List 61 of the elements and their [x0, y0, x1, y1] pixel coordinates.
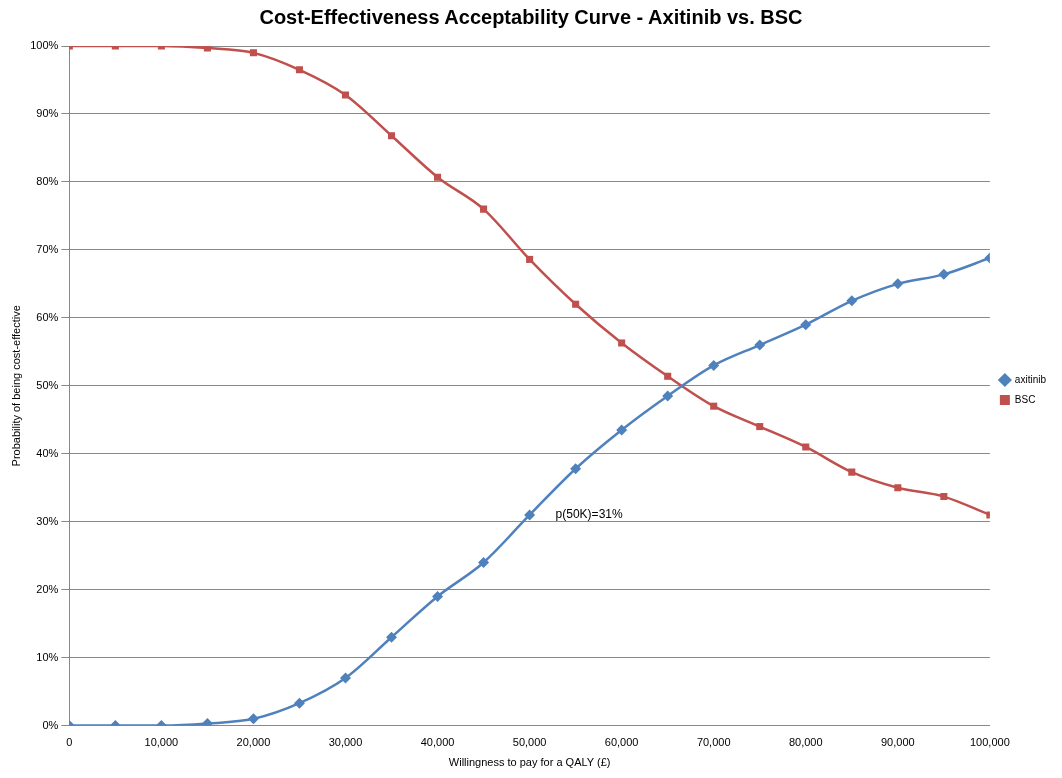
y-tick-label: 20% [36, 582, 59, 595]
point [662, 390, 674, 402]
point [293, 697, 305, 709]
x-tick-label: 70,000 [696, 736, 731, 749]
point [802, 443, 810, 451]
point [526, 255, 534, 263]
point [848, 468, 856, 476]
point [892, 278, 904, 290]
point [570, 463, 582, 475]
y-tick-label: 60% [36, 310, 59, 323]
annotation: p(50K)=31% [555, 507, 623, 522]
point [938, 268, 950, 280]
y-tick-label: 10% [36, 650, 59, 663]
point [478, 557, 490, 568]
legend-label: axitinib [1014, 373, 1047, 385]
x-tick-label: 80,000 [788, 736, 823, 749]
x-tick-label: 90,000 [880, 736, 915, 749]
chart-title: Cost-Effectiveness Acceptability Curve - Axitinib vs. BSC [259, 5, 803, 28]
y-tick-label: 50% [36, 378, 59, 391]
point [341, 91, 350, 99]
point [247, 713, 259, 725]
point [480, 205, 488, 213]
point [846, 295, 858, 307]
y-tick-label: 90% [36, 106, 59, 119]
point [618, 339, 626, 347]
x-tick-label: 0 [66, 736, 73, 749]
point [432, 590, 444, 602]
point [616, 424, 628, 436]
point [894, 484, 902, 492]
point [203, 46, 211, 52]
point [710, 402, 718, 410]
point [387, 132, 396, 140]
point [340, 672, 351, 684]
y-tick-label: 80% [36, 174, 59, 187]
x-tick-label: 20,000 [236, 736, 271, 749]
x-tick-label: 30,000 [328, 736, 363, 749]
point [572, 300, 580, 308]
y-tick-label: 40% [36, 446, 59, 459]
y-tick-label: 100% [30, 39, 59, 52]
point [754, 339, 766, 351]
point [708, 359, 720, 371]
point [434, 173, 442, 181]
point [940, 493, 948, 501]
point [756, 423, 764, 431]
x-tick-label: 60,000 [604, 736, 639, 749]
y-axis-title: Probability of being cost-effective [9, 305, 22, 467]
point [386, 631, 398, 643]
x-tick-label: 40,000 [420, 736, 455, 749]
point [249, 49, 257, 57]
y-tick-label: 30% [36, 514, 59, 527]
x-tick-label: 10,000 [144, 736, 179, 749]
point [664, 372, 672, 380]
point [524, 509, 536, 521]
x-axis-title: Willingness to pay for a QALY (£) [448, 756, 611, 769]
x-tick-label: 100,000 [969, 736, 1010, 749]
legend-label: BSC [1014, 393, 1036, 405]
point [800, 319, 812, 331]
x-tick-label: 50,000 [512, 736, 547, 749]
y-tick-label: 0% [42, 718, 59, 731]
point [295, 66, 303, 74]
y-tick-label: 70% [36, 242, 59, 255]
